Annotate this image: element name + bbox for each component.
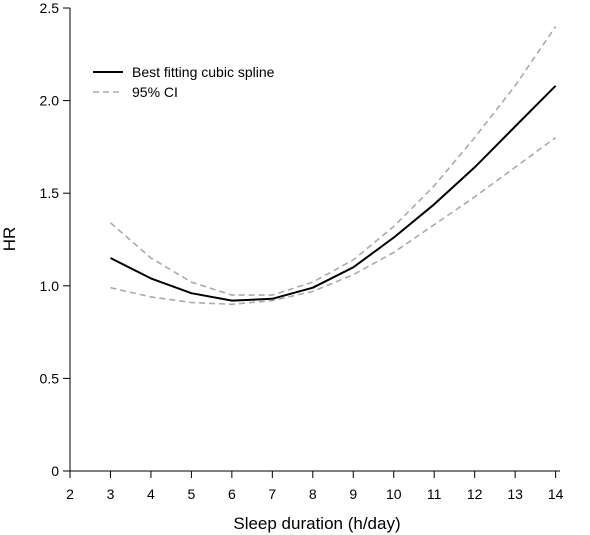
y-tick-label: 0 <box>51 463 59 479</box>
y-tick-label: 2.5 <box>40 0 60 16</box>
legend: Best fitting cubic spline 95% CI <box>93 64 275 100</box>
y-tick-label: 1.0 <box>40 278 60 294</box>
x-tick-label: 7 <box>268 486 276 502</box>
y-tick-label: 0.5 <box>40 370 60 386</box>
y-tick-label: 2.0 <box>40 93 60 109</box>
x-axis-label: Sleep duration (h/day) <box>233 514 400 533</box>
spline-line <box>110 85 557 302</box>
y-tick-label: 1.5 <box>40 185 60 201</box>
x-tick-label: 11 <box>427 486 442 502</box>
y-axis-label: HR <box>0 227 19 252</box>
x-tick-label: 2 <box>66 486 74 502</box>
x-tick-label: 12 <box>467 486 483 502</box>
x-tick-label: 10 <box>386 486 402 502</box>
x-tick-label: 8 <box>309 486 317 502</box>
x-tick-label: 14 <box>548 486 564 502</box>
legend-label: 95% CI <box>132 84 178 100</box>
legend-label: Best fitting cubic spline <box>132 64 275 80</box>
series-lines <box>109 26 557 306</box>
x-tick-label: 9 <box>349 486 357 502</box>
ci-lower-line <box>110 136 557 306</box>
x-tick-label: 6 <box>228 486 236 502</box>
ci-upper-line <box>109 26 557 296</box>
x-tick-label: 13 <box>507 486 523 502</box>
x-tick-label: 4 <box>147 486 155 502</box>
x-tick-label: 5 <box>188 486 196 502</box>
axes: 0 0.5 1.0 1.5 2.0 2.5 2 3 4 5 6 7 8 9 10 11 12 13 14 <box>40 0 564 502</box>
x-tick-label: 3 <box>107 486 115 502</box>
